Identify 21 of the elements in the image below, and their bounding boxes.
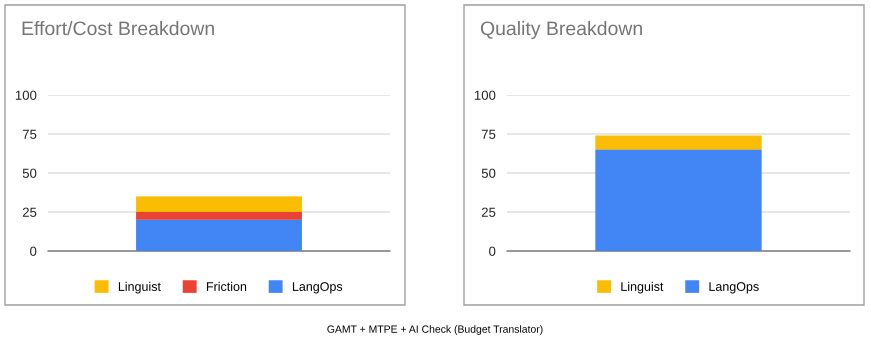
legend-label: Linguist xyxy=(621,282,664,294)
y-tick-label: 50 xyxy=(22,168,36,178)
y-tick-label: 100 xyxy=(474,90,496,100)
y-tick-label: 50 xyxy=(482,168,496,178)
y-tick-label: 25 xyxy=(22,208,36,217)
y-tick-label: 75 xyxy=(22,130,36,139)
bar xyxy=(136,212,302,220)
bar xyxy=(136,220,302,251)
legend-label: Linguist xyxy=(118,282,161,294)
chart-title: Effort/Cost Breakdown xyxy=(22,20,214,36)
y-tick-label: 0 xyxy=(30,246,36,256)
y-tick-label: 75 xyxy=(482,130,496,139)
legend-label: LangOps xyxy=(709,282,759,294)
bar xyxy=(136,196,302,212)
legend-label: Friction xyxy=(206,282,246,291)
y-tick-label: 100 xyxy=(16,90,36,100)
chart-title: Quality Breakdown xyxy=(480,20,642,40)
legend-label: LangOps xyxy=(292,282,342,294)
y-tick-label: 25 xyxy=(482,208,496,217)
y-tick-label: 0 xyxy=(489,246,496,256)
text: GAMT + MTPE + AI Check (Budget Translator) xyxy=(327,325,543,335)
